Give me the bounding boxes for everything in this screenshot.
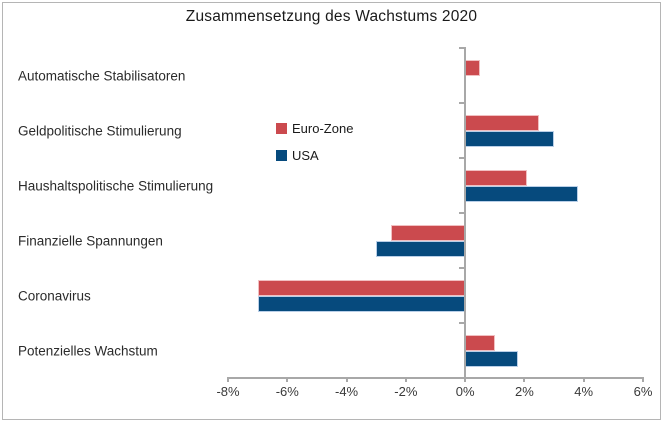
- x-axis-tick-2: [404, 377, 407, 382]
- x-axis-tick-label-4: 4%: [574, 384, 594, 399]
- category-boundary-tick: [459, 102, 466, 104]
- x-axis-tick-8: [227, 377, 229, 382]
- x-axis-tick-4: [582, 377, 585, 382]
- legend-label-euro-zone: Euro-Zone: [292, 121, 354, 136]
- category-label-finanzielle-spannungen: Finanzielle Spannungen: [18, 233, 163, 248]
- bar-usa-coronavirus: [257, 296, 465, 312]
- x-axis-tick-label-0: 0%: [455, 384, 475, 399]
- bar-usa-finanzielle-spannungen: [376, 241, 465, 257]
- category-label-potenzielles-wachstum: Potenzielles Wachstum: [18, 343, 158, 358]
- bar-usa-potenzielles-wachstum: [465, 351, 519, 367]
- bar-usa-haushaltspolitische-stimulierung: [465, 186, 578, 202]
- x-axis-tick-label-2: 2%: [515, 384, 534, 399]
- x-axis-tick-label-6: 6%: [633, 384, 653, 399]
- bar-euro-zone-geldpolitische-stimulierung: [465, 115, 540, 131]
- x-axis-tick-4: [345, 377, 348, 382]
- legend-item-usa: USA: [276, 148, 319, 163]
- x-axis-tick-2: [523, 377, 526, 382]
- bar-usa-geldpolitische-stimulierung: [465, 131, 554, 147]
- category-boundary-tick: [459, 47, 466, 49]
- chart-title: Zusammensetzung des Wachstums 2020: [185, 8, 478, 25]
- bar-euro-zone-finanzielle-spannungen: [390, 225, 465, 241]
- bar-euro-zone-potenzielles-wachstum: [465, 335, 495, 351]
- x-axis-tick-label-4: -4%: [335, 384, 359, 399]
- category-label-coronavirus: Coronavirus: [18, 288, 91, 303]
- x-axis-tick-label-6: -6%: [275, 384, 299, 399]
- category-boundary-tick: [459, 212, 466, 214]
- x-axis-tick-label-8: -8%: [216, 384, 240, 399]
- category-boundary-tick: [459, 322, 466, 324]
- zero-axis-line: [464, 48, 466, 378]
- legend-swatch-usa: [276, 150, 287, 161]
- category-label-haushaltspolitische-stimulierung: Haushaltspolitische Stimulierung: [18, 178, 214, 193]
- legend-label-usa: USA: [292, 148, 319, 163]
- bar-euro-zone-automatische-stabilisatoren: [465, 60, 480, 76]
- category-label-geldpolitische-stimulierung: Geldpolitische Stimulierung: [18, 123, 182, 138]
- category-boundary-tick: [459, 157, 466, 159]
- bar-euro-zone-coronavirus: [257, 280, 465, 296]
- legend-swatch-euro-zone: [276, 123, 287, 134]
- category-boundary-tick: [459, 267, 466, 269]
- x-axis-tick-6: [286, 377, 289, 382]
- x-axis-tick-6: [642, 377, 644, 382]
- legend-item-euro-zone: Euro-Zone: [276, 121, 353, 136]
- x-axis-tick-0: [464, 377, 467, 382]
- bar-euro-zone-haushaltspolitische-stimulierung: [465, 170, 528, 186]
- x-axis-tick-label-2: -2%: [394, 384, 418, 399]
- category-label-automatische-stabilisatoren: Automatische Stabilisatoren: [18, 68, 186, 83]
- x-axis-line: [228, 377, 644, 379]
